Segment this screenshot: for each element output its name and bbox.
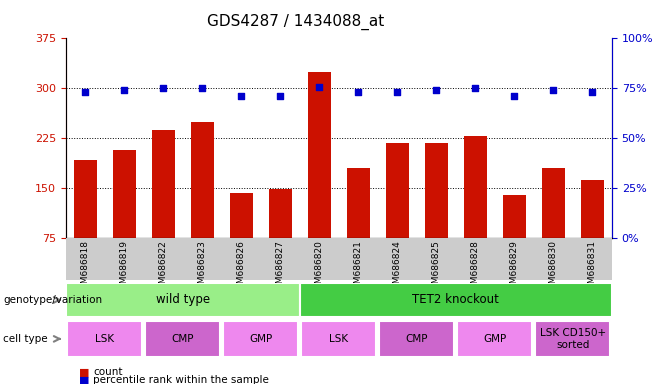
Text: LSK: LSK: [95, 334, 114, 344]
Bar: [464, 136, 487, 288]
Text: GSM686823: GSM686823: [198, 240, 207, 295]
Bar: [301, 321, 376, 357]
Point: [119, 87, 130, 93]
Point: [548, 87, 559, 93]
Bar: [191, 122, 214, 288]
Point: [353, 89, 364, 95]
Bar: [224, 321, 298, 357]
Text: percentile rank within the sample: percentile rank within the sample: [93, 375, 269, 384]
Bar: [457, 321, 532, 357]
Text: GSM686829: GSM686829: [510, 240, 519, 295]
Text: GSM686818: GSM686818: [81, 240, 89, 295]
Text: CMP: CMP: [405, 334, 428, 344]
Bar: [230, 193, 253, 288]
Text: GSM686822: GSM686822: [159, 240, 168, 295]
Bar: [581, 179, 604, 288]
Text: wild type: wild type: [156, 293, 210, 306]
Text: GDS4287 / 1434088_at: GDS4287 / 1434088_at: [207, 13, 385, 30]
Text: GSM686828: GSM686828: [471, 240, 480, 295]
Text: GSM686827: GSM686827: [276, 240, 285, 295]
Point: [80, 89, 91, 95]
Text: GSM686820: GSM686820: [315, 240, 324, 295]
Point: [158, 85, 168, 91]
Text: ■: ■: [79, 367, 89, 377]
Text: GSM686819: GSM686819: [120, 240, 129, 295]
Bar: [380, 321, 454, 357]
Point: [509, 93, 520, 99]
Text: GMP: GMP: [249, 334, 272, 344]
Bar: [536, 321, 611, 357]
Text: GSM686830: GSM686830: [549, 240, 558, 295]
Point: [392, 89, 403, 95]
Text: LSK CD150+
sorted: LSK CD150+ sorted: [540, 328, 606, 350]
Text: GSM686826: GSM686826: [237, 240, 246, 295]
Text: TET2 knockout: TET2 knockout: [413, 293, 499, 306]
Bar: [503, 195, 526, 288]
Text: ■: ■: [79, 375, 89, 384]
Bar: [347, 168, 370, 288]
Point: [587, 89, 597, 95]
Text: GSM686831: GSM686831: [588, 240, 597, 295]
Bar: [268, 189, 292, 288]
Bar: [67, 321, 142, 357]
Bar: [145, 321, 220, 357]
Text: GSM686824: GSM686824: [393, 240, 402, 295]
Text: cell type: cell type: [3, 334, 48, 344]
Point: [314, 84, 324, 90]
Point: [197, 85, 207, 91]
Text: CMP: CMP: [172, 334, 194, 344]
Bar: [66, 283, 300, 317]
Bar: [542, 168, 565, 288]
Point: [431, 87, 442, 93]
Point: [470, 85, 480, 91]
Bar: [74, 159, 97, 288]
Text: LSK: LSK: [329, 334, 349, 344]
Text: GMP: GMP: [483, 334, 507, 344]
Text: GSM686825: GSM686825: [432, 240, 441, 295]
Bar: [151, 129, 175, 288]
Point: [275, 93, 286, 99]
Text: genotype/variation: genotype/variation: [3, 295, 103, 305]
Text: GSM686821: GSM686821: [354, 240, 363, 295]
Point: [236, 93, 247, 99]
Text: count: count: [93, 367, 123, 377]
Bar: [300, 283, 612, 317]
Bar: [424, 143, 448, 288]
Bar: [386, 143, 409, 288]
Bar: [113, 149, 136, 288]
Bar: [308, 72, 331, 288]
